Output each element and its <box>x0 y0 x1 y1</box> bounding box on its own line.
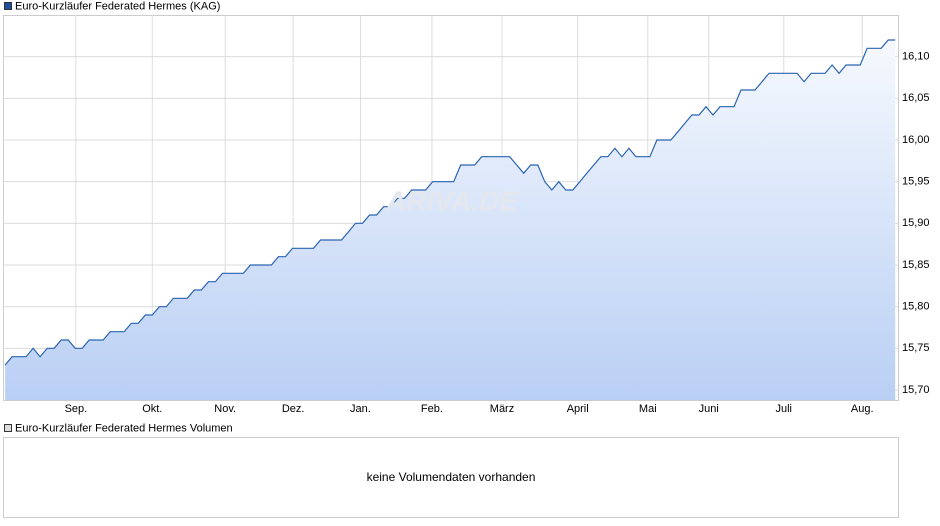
x-tick-label: Mai <box>639 403 657 415</box>
x-tick-label: März <box>490 403 514 415</box>
x-tick-label: Feb. <box>421 403 443 415</box>
y-tick-label: 15,70 <box>902 384 930 396</box>
area <box>5 40 896 400</box>
y-tick-label: 15,95 <box>902 176 930 188</box>
y-tick-label: 15,90 <box>902 217 930 229</box>
y-tick-label: 15,85 <box>902 259 930 271</box>
watermark: ARIVA.DE <box>385 185 519 216</box>
y-tick-label: 16,05 <box>902 92 930 104</box>
x-tick-label: Dez. <box>282 403 305 415</box>
x-tick-label: Jan. <box>350 403 371 415</box>
line <box>4 39 896 366</box>
legend-label: Euro-Kurzläufer Federated Hermes Volumen <box>15 422 233 434</box>
y-tick-label: 16,00 <box>902 134 930 146</box>
y-tick-label: 15,75 <box>902 342 930 354</box>
legend-swatch <box>4 2 12 10</box>
volume-message: keine Volumendaten vorhanden <box>367 470 536 484</box>
x-tick-label: Aug. <box>851 403 874 415</box>
volume-frame <box>3 437 899 518</box>
legend-swatch <box>4 424 12 432</box>
y-tick-label: 16,10 <box>902 51 930 63</box>
legend-label: Euro-Kurzläufer Federated Hermes (KAG) <box>15 0 220 12</box>
x-tick-label: Sep. <box>65 403 88 415</box>
x-tick-label: Okt. <box>142 403 162 415</box>
x-tick-label: Juni <box>699 403 719 415</box>
x-tick-label: Nov. <box>214 403 236 415</box>
y-tick-label: 15,80 <box>902 301 930 313</box>
x-tick-label: April <box>567 403 589 415</box>
x-tick-label: Juli <box>776 403 793 415</box>
